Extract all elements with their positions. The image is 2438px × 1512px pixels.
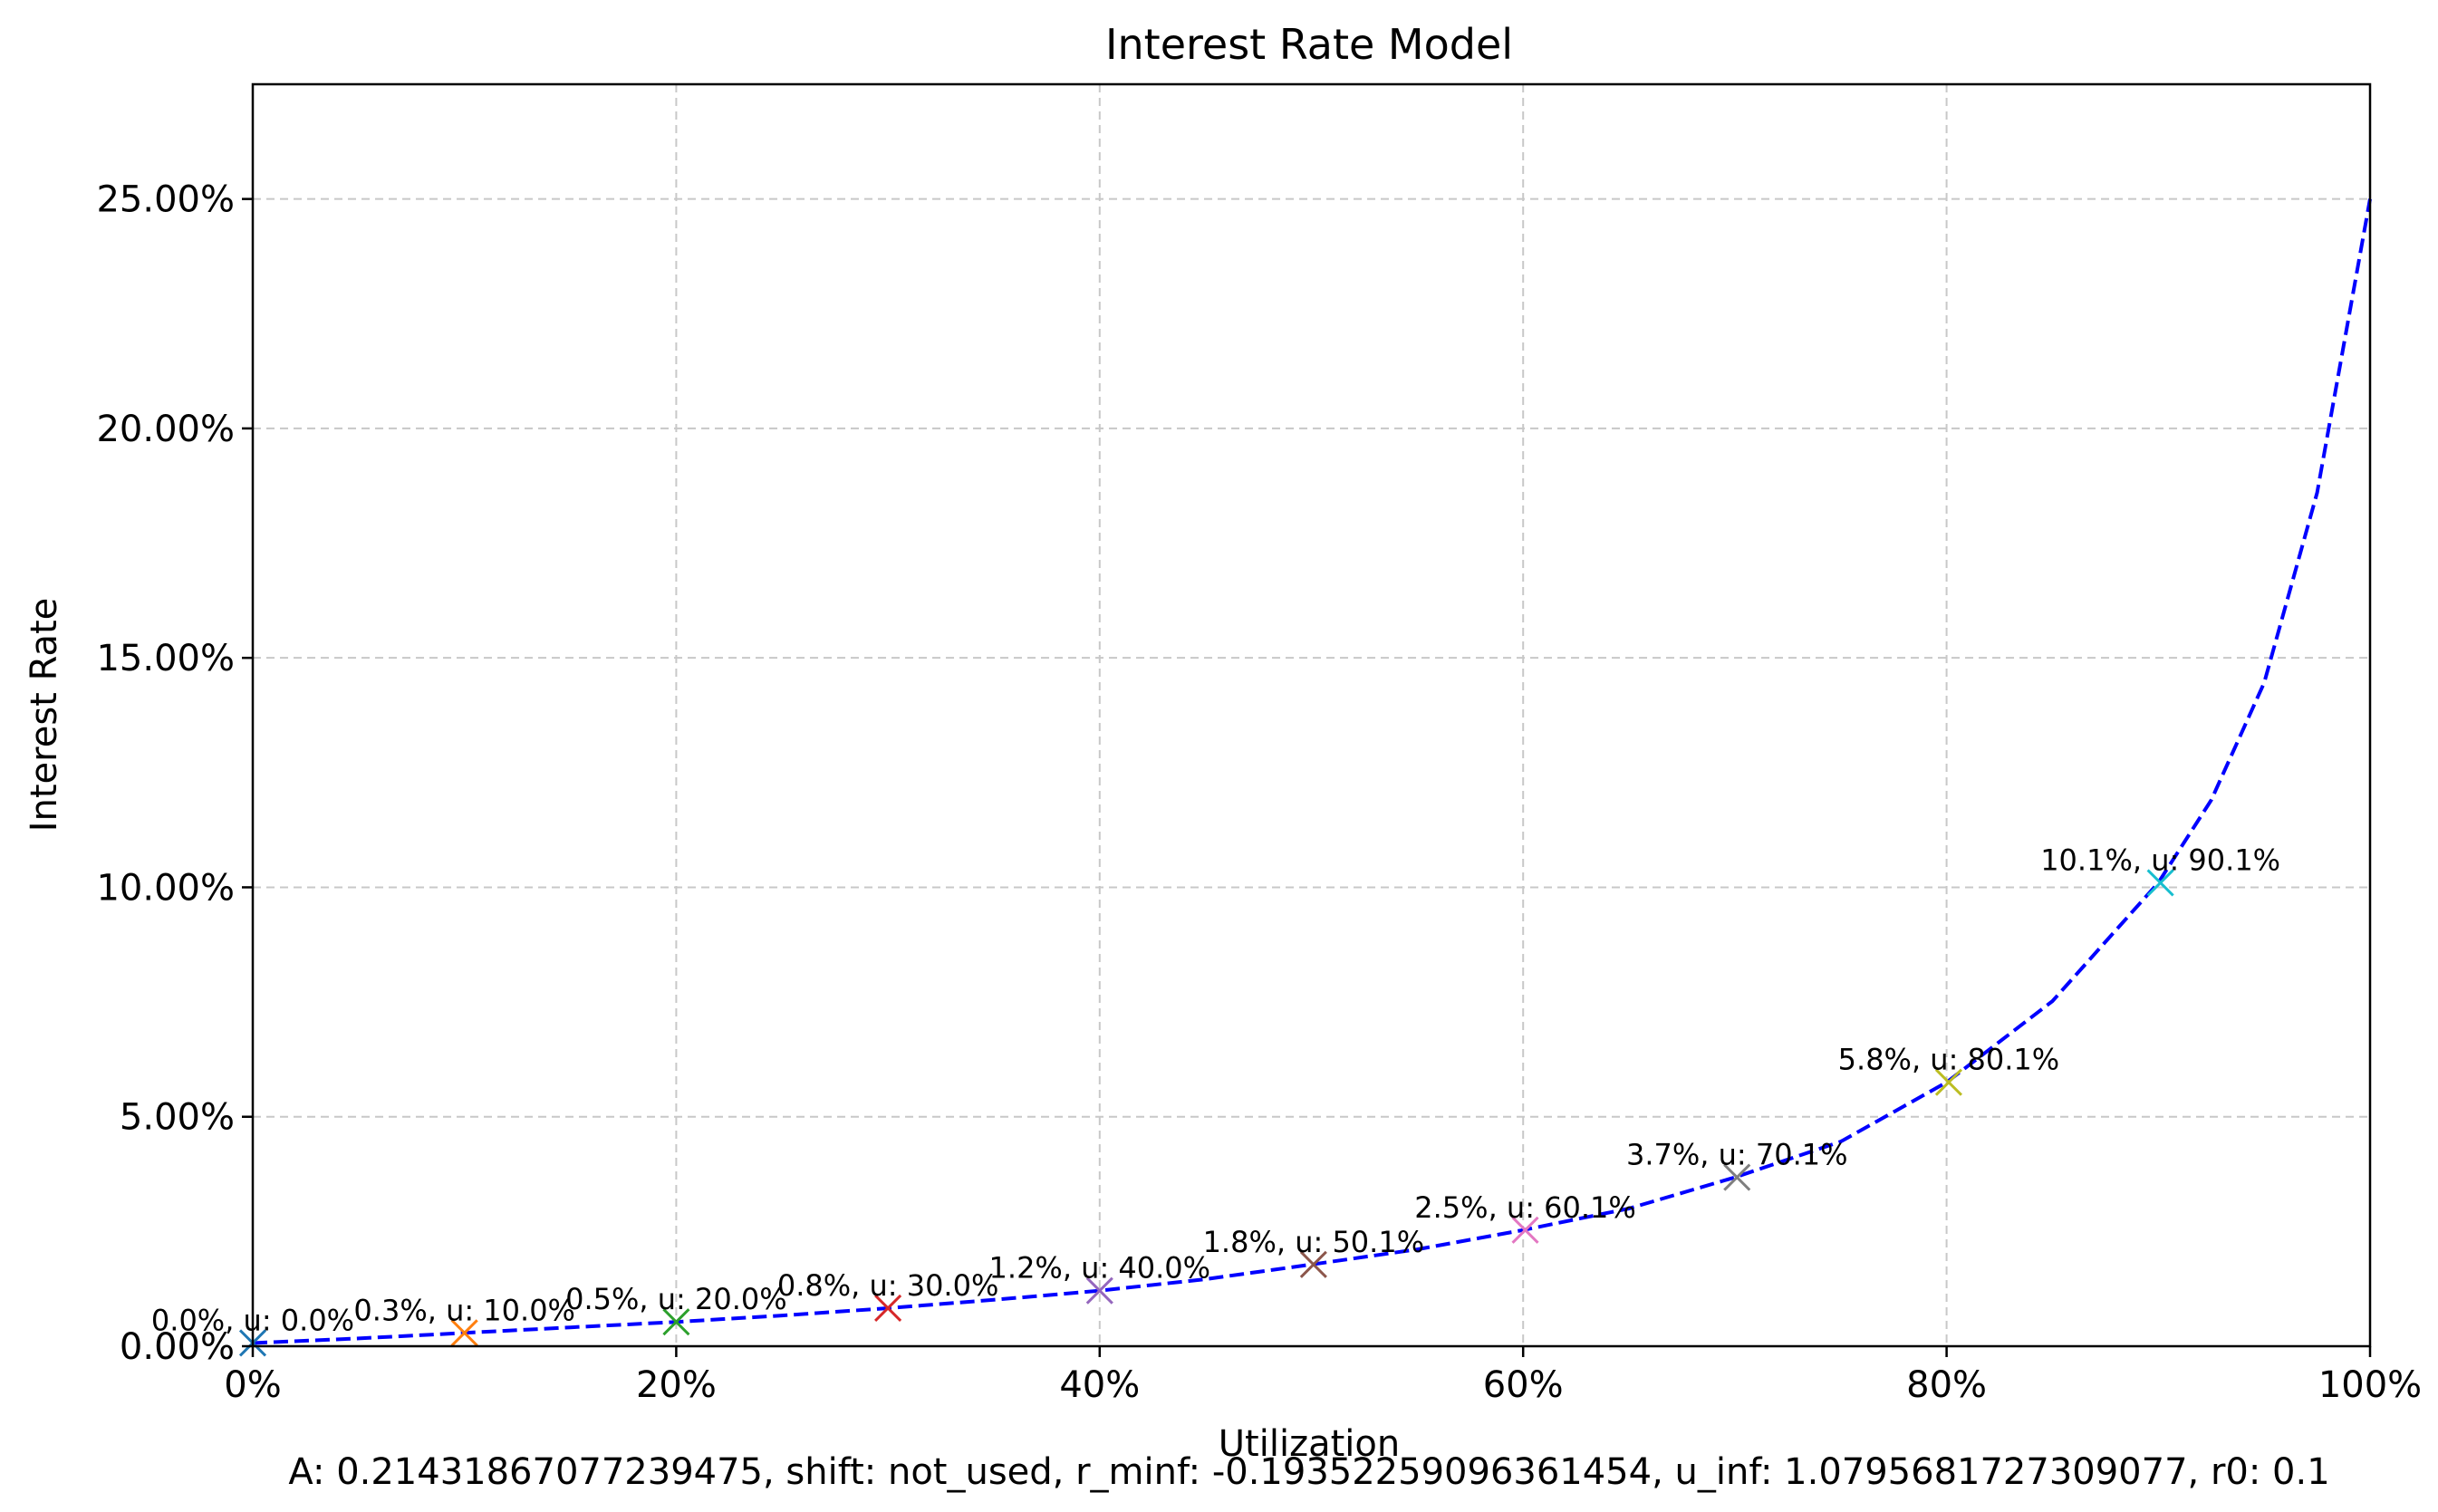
data-point-marker: [2146, 869, 2174, 897]
data-point-marker: [1723, 1163, 1751, 1191]
data-point-marker: [1934, 1068, 1962, 1096]
series-line: [252, 198, 2372, 1345]
y-tick-label: 25.00%: [96, 179, 235, 221]
series-line-layer: [252, 198, 2372, 1345]
data-label: 0.8%, u: 30.0%: [777, 1268, 999, 1303]
data-label: 10.1%, u: 90.1%: [2040, 843, 2280, 877]
data-label: 2.5%, u: 60.1%: [1414, 1190, 1636, 1225]
plot-frame: [251, 82, 2372, 1348]
data-point-marker: [874, 1294, 902, 1323]
data-label: 3.7%, u: 70.1%: [1626, 1138, 1848, 1172]
x-tick-label: 40%: [1059, 1364, 1140, 1406]
x-tick-label: 80%: [1906, 1364, 1987, 1406]
grid-lines: [253, 84, 2370, 1346]
data-point-marker: [662, 1308, 690, 1336]
parameters-footer: A: 0.21431867077239475, shift: not_used,…: [288, 1451, 2329, 1493]
x-axis-label: Utilization: [1219, 1423, 1400, 1465]
data-label: 0.3%, u: 10.0%: [353, 1293, 575, 1327]
data-label: 5.8%, u: 80.1%: [1838, 1043, 2060, 1077]
y-tick-label: 20.00%: [96, 409, 235, 450]
data-label: 1.2%, u: 40.0%: [989, 1251, 1211, 1286]
chart-title: Interest Rate Model: [1105, 20, 1513, 69]
data-point-marker: [1299, 1250, 1327, 1278]
y-axis-label: Interest Rate: [24, 598, 65, 833]
data-label: 0.5%, u: 20.0%: [565, 1282, 787, 1316]
data-point-marker: [1511, 1216, 1539, 1244]
data-label: 1.8%, u: 50.1%: [1203, 1225, 1425, 1259]
x-tick-label: 60%: [1483, 1364, 1564, 1406]
y-tick-label: 15.00%: [96, 638, 235, 679]
x-tick-label: 20%: [636, 1364, 717, 1406]
data-point-marker: [1085, 1276, 1113, 1305]
data-point-marker: [450, 1319, 478, 1347]
x-tick-label: 100%: [2318, 1364, 2422, 1406]
marker-layer: [238, 869, 2174, 1357]
axis-ticks: 0% 20% 40% 60% 80% 100% 0.00% 5.00% 10.00% 15.00%…: [96, 179, 2422, 1406]
x-tick-label: 0%: [224, 1364, 281, 1406]
y-tick-label: 10.00%: [96, 867, 235, 909]
y-tick-label: 0.00%: [120, 1326, 235, 1368]
data-label-layer: 0.0%, u: 0.0% 0.3%, u: 10.0%0.5%, u: 20.0…: [151, 843, 2280, 1337]
y-tick-label: 5.00%: [120, 1097, 235, 1139]
